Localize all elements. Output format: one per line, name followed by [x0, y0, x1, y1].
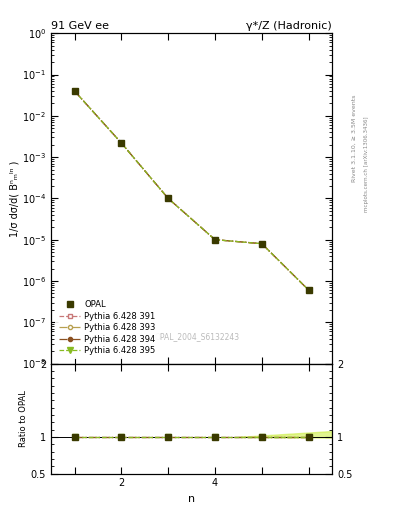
- Text: γ*/Z (Hadronic): γ*/Z (Hadronic): [246, 21, 332, 31]
- Text: 91 GeV ee: 91 GeV ee: [51, 21, 109, 31]
- Y-axis label: Ratio to OPAL: Ratio to OPAL: [19, 390, 28, 447]
- Y-axis label: 1/σ dσ/d( Bⁿₘᴵⁿ ): 1/σ dσ/d( Bⁿₘᴵⁿ ): [9, 160, 19, 237]
- Text: mcplots.cern.ch [arXiv:1306.3436]: mcplots.cern.ch [arXiv:1306.3436]: [364, 116, 369, 211]
- Legend: OPAL, Pythia 6.428 391, Pythia 6.428 393, Pythia 6.428 394, Pythia 6.428 395: OPAL, Pythia 6.428 391, Pythia 6.428 393…: [55, 296, 160, 359]
- Text: Rivet 3.1.10, ≥ 3.5M events: Rivet 3.1.10, ≥ 3.5M events: [352, 95, 357, 182]
- Text: OPAL_2004_S6132243: OPAL_2004_S6132243: [154, 333, 240, 342]
- X-axis label: n: n: [188, 494, 195, 504]
